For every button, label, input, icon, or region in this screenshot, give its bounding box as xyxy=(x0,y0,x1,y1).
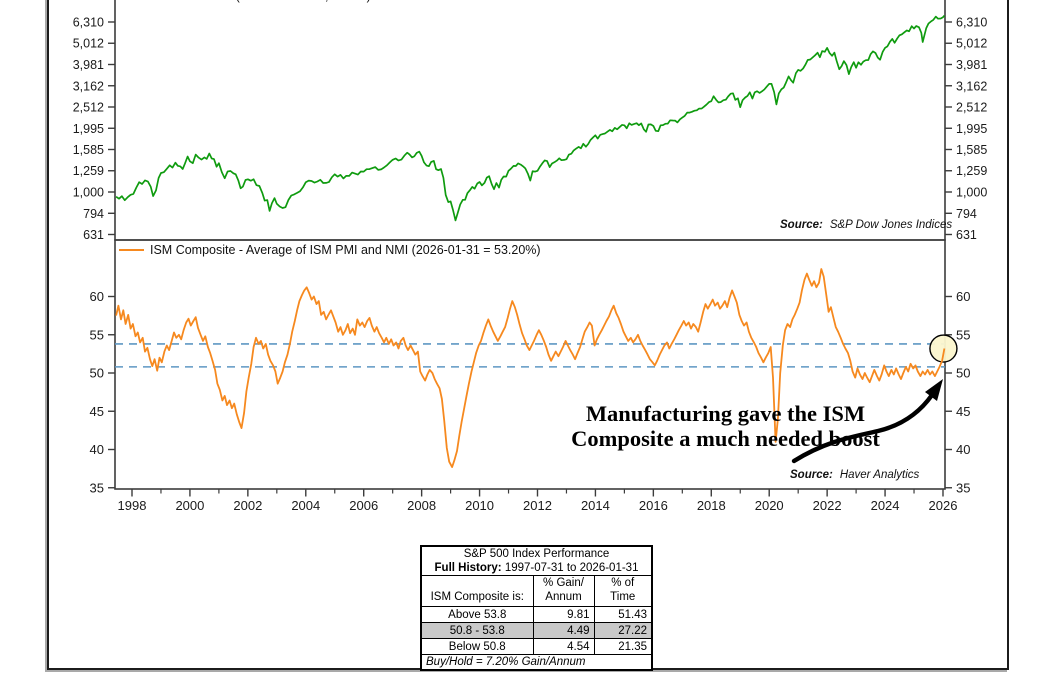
y-tick-label: 794 xyxy=(83,207,104,221)
y-tick-label: 794 xyxy=(956,207,977,221)
bottom-legend: ISM Composite - Average of ISM PMI and N… xyxy=(119,243,541,257)
y-tick-label: 631 xyxy=(956,228,977,242)
x-tick-label: 2024 xyxy=(871,498,900,513)
y-tick-label: 55 xyxy=(956,327,970,342)
y-tick-label: 3,981 xyxy=(956,58,987,72)
y-tick-label: 3,162 xyxy=(73,79,104,93)
table-row: Below 50.8 4.54 21.35 xyxy=(420,638,653,655)
table-title-cell: S&P 500 Index Performance Full History: … xyxy=(420,545,653,576)
table-subtitle-value: 1997-07-31 to 2026-01-31 xyxy=(504,562,639,574)
table-row-shaded: 50.8 - 53.8 4.49 27.22 xyxy=(420,622,653,639)
table-col-gain-header: % Gain/ Annum xyxy=(532,575,595,607)
top-source-label: Source: xyxy=(780,219,823,231)
y-tick-label: 45 xyxy=(90,404,104,419)
x-tick-label: 2008 xyxy=(407,498,436,513)
y-tick-label: 35 xyxy=(956,480,970,495)
top-legend: S&P 500 Index (2026-01-31 = 6,761.66) xyxy=(118,0,371,3)
y-tick-label: 45 xyxy=(956,404,970,419)
x-tick-label: 2022 xyxy=(813,498,842,513)
highlight-circle xyxy=(929,334,958,363)
y-tick-label: 1,000 xyxy=(956,186,987,200)
bottom-source: Source: Haver Analytics xyxy=(790,469,919,481)
y-tick-label: 3,981 xyxy=(73,58,104,72)
y-tick-label: 40 xyxy=(90,442,104,457)
bottom-source-label: Source: xyxy=(790,469,833,481)
y-tick-label: 6,310 xyxy=(73,15,104,29)
bottom-legend-label: ISM Composite - Average of ISM PMI and N… xyxy=(150,243,541,257)
y-tick-label: 3,162 xyxy=(956,79,987,93)
y-tick-label: 5,012 xyxy=(73,37,104,51)
bottom-panel-border xyxy=(114,239,946,490)
table-row-header: ISM Composite is: xyxy=(420,575,534,607)
annotation-line2: Composite a much needed boost xyxy=(571,426,880,451)
x-tick-label: 1998 xyxy=(118,498,147,513)
y-tick-label: 60 xyxy=(956,289,970,304)
y-tick-label: 50 xyxy=(90,366,104,381)
y-tick-label: 1,259 xyxy=(73,164,104,178)
x-tick-label: 2000 xyxy=(175,498,204,513)
top-legend-label: S&P 500 Index (2026-01-31 = 6,761.66) xyxy=(149,0,371,3)
ism-line xyxy=(115,268,946,468)
annotation-line1: Manufacturing gave the ISM xyxy=(585,401,866,426)
x-tick-label: 2010 xyxy=(465,498,494,513)
y-tick-label: 1,995 xyxy=(956,122,987,136)
x-tick-label: 2006 xyxy=(349,498,378,513)
x-tick-label: 2020 xyxy=(755,498,784,513)
table-subtitle-label: Full History: xyxy=(434,562,502,574)
y-tick-label: 1,000 xyxy=(73,186,104,200)
annotation-text: Manufacturing gave the ISM Composite a m… xyxy=(518,401,933,451)
table-subtitle: Full History: 1997-07-31 to 2026-01-31 xyxy=(426,561,647,575)
x-tick-label: 2016 xyxy=(639,498,668,513)
table-title: S&P 500 Index Performance xyxy=(463,548,610,560)
y-tick-label: 35 xyxy=(90,480,104,495)
y-tick-label: 1,585 xyxy=(73,143,104,157)
annotation-arrow-head xyxy=(925,379,943,401)
x-tick-label: 2026 xyxy=(929,498,958,513)
y-tick-label: 2,512 xyxy=(956,100,987,114)
y-tick-label: 2,512 xyxy=(73,100,104,114)
table-footer: Buy/Hold = 7.20% Gain/Annum xyxy=(420,654,653,671)
x-tick-label: 2012 xyxy=(523,498,552,513)
y-tick-label: 50 xyxy=(956,366,970,381)
x-tick-label: 2018 xyxy=(697,498,726,513)
top-source: Source: S&P Dow Jones Indices xyxy=(780,219,952,231)
y-tick-label: 631 xyxy=(83,228,104,242)
x-tick-label: 2014 xyxy=(581,498,610,513)
performance-table: S&P 500 Index Performance Full History: … xyxy=(420,545,653,671)
sp500-line xyxy=(115,15,946,222)
y-tick-label: 55 xyxy=(90,327,104,342)
y-tick-label: 60 xyxy=(90,289,104,304)
y-tick-label: 40 xyxy=(956,442,970,457)
y-tick-label: 5,012 xyxy=(956,37,987,51)
top-source-value: S&P Dow Jones Indices xyxy=(829,219,953,231)
table-col-time-header: % of Time xyxy=(593,575,653,607)
x-tick-label: 2004 xyxy=(291,498,320,513)
annotation-arrow xyxy=(791,392,935,464)
bottom-source-value: Haver Analytics xyxy=(839,469,920,481)
y-tick-label: 6,310 xyxy=(956,15,987,29)
y-tick-label: 1,259 xyxy=(956,164,987,178)
y-tick-label: 1,585 xyxy=(956,143,987,157)
ism-line-swatch xyxy=(119,249,144,251)
y-tick-label: 1,995 xyxy=(73,122,104,136)
top-panel-border xyxy=(114,0,946,241)
table-row: Above 53.8 9.81 51.43 xyxy=(420,606,653,623)
x-tick-label: 2002 xyxy=(233,498,262,513)
